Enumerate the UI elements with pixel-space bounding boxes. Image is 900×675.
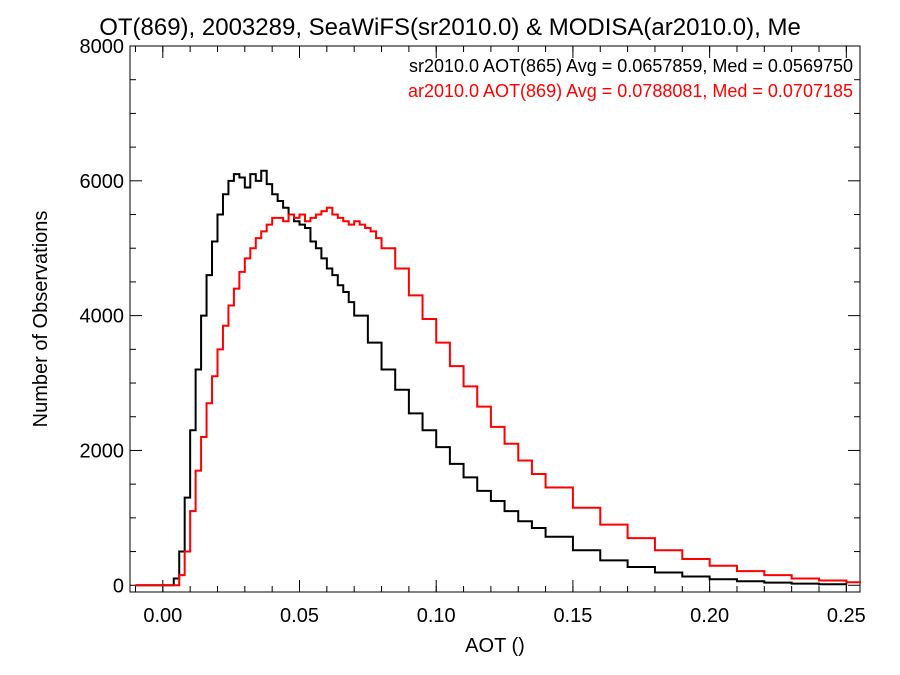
chart-title: OT(869), 2003289, SeaWiFS(sr2010.0) & MO…	[99, 14, 801, 41]
x-tick-label: 0.20	[690, 605, 729, 627]
legend-entry-ar2010: ar2010.0 AOT(869) Avg = 0.0788081, Med =…	[408, 81, 853, 101]
x-axis-label: AOT ()	[465, 635, 525, 657]
y-tick-label: 4000	[80, 306, 125, 328]
x-tick-label: 0.00	[143, 605, 182, 627]
x-tick-label: 0.15	[553, 605, 592, 627]
y-tick-label: 0	[113, 575, 124, 597]
plot-frame	[129, 45, 861, 593]
x-tick-label: 0.25	[827, 605, 866, 627]
series-line-0	[135, 169, 848, 587]
y-tick-label: 8000	[80, 36, 125, 58]
x-tick-label: 0.05	[280, 605, 319, 627]
y-axis-label: Number of Observations	[30, 211, 52, 428]
axis-ticks: 0.00 0.05 0.10 0.15 0.20 0.25 0 2000 4000 6000 800…	[80, 36, 866, 627]
y-tick-label: 2000	[80, 440, 125, 462]
series-group	[135, 169, 861, 587]
x-tick-label: 0.10	[417, 605, 456, 627]
legend-entry-sr2010: sr2010.0 AOT(865) Avg = 0.0657859, Med =…	[409, 56, 853, 76]
y-tick-label: 6000	[80, 171, 125, 193]
series-line-1	[135, 206, 861, 587]
